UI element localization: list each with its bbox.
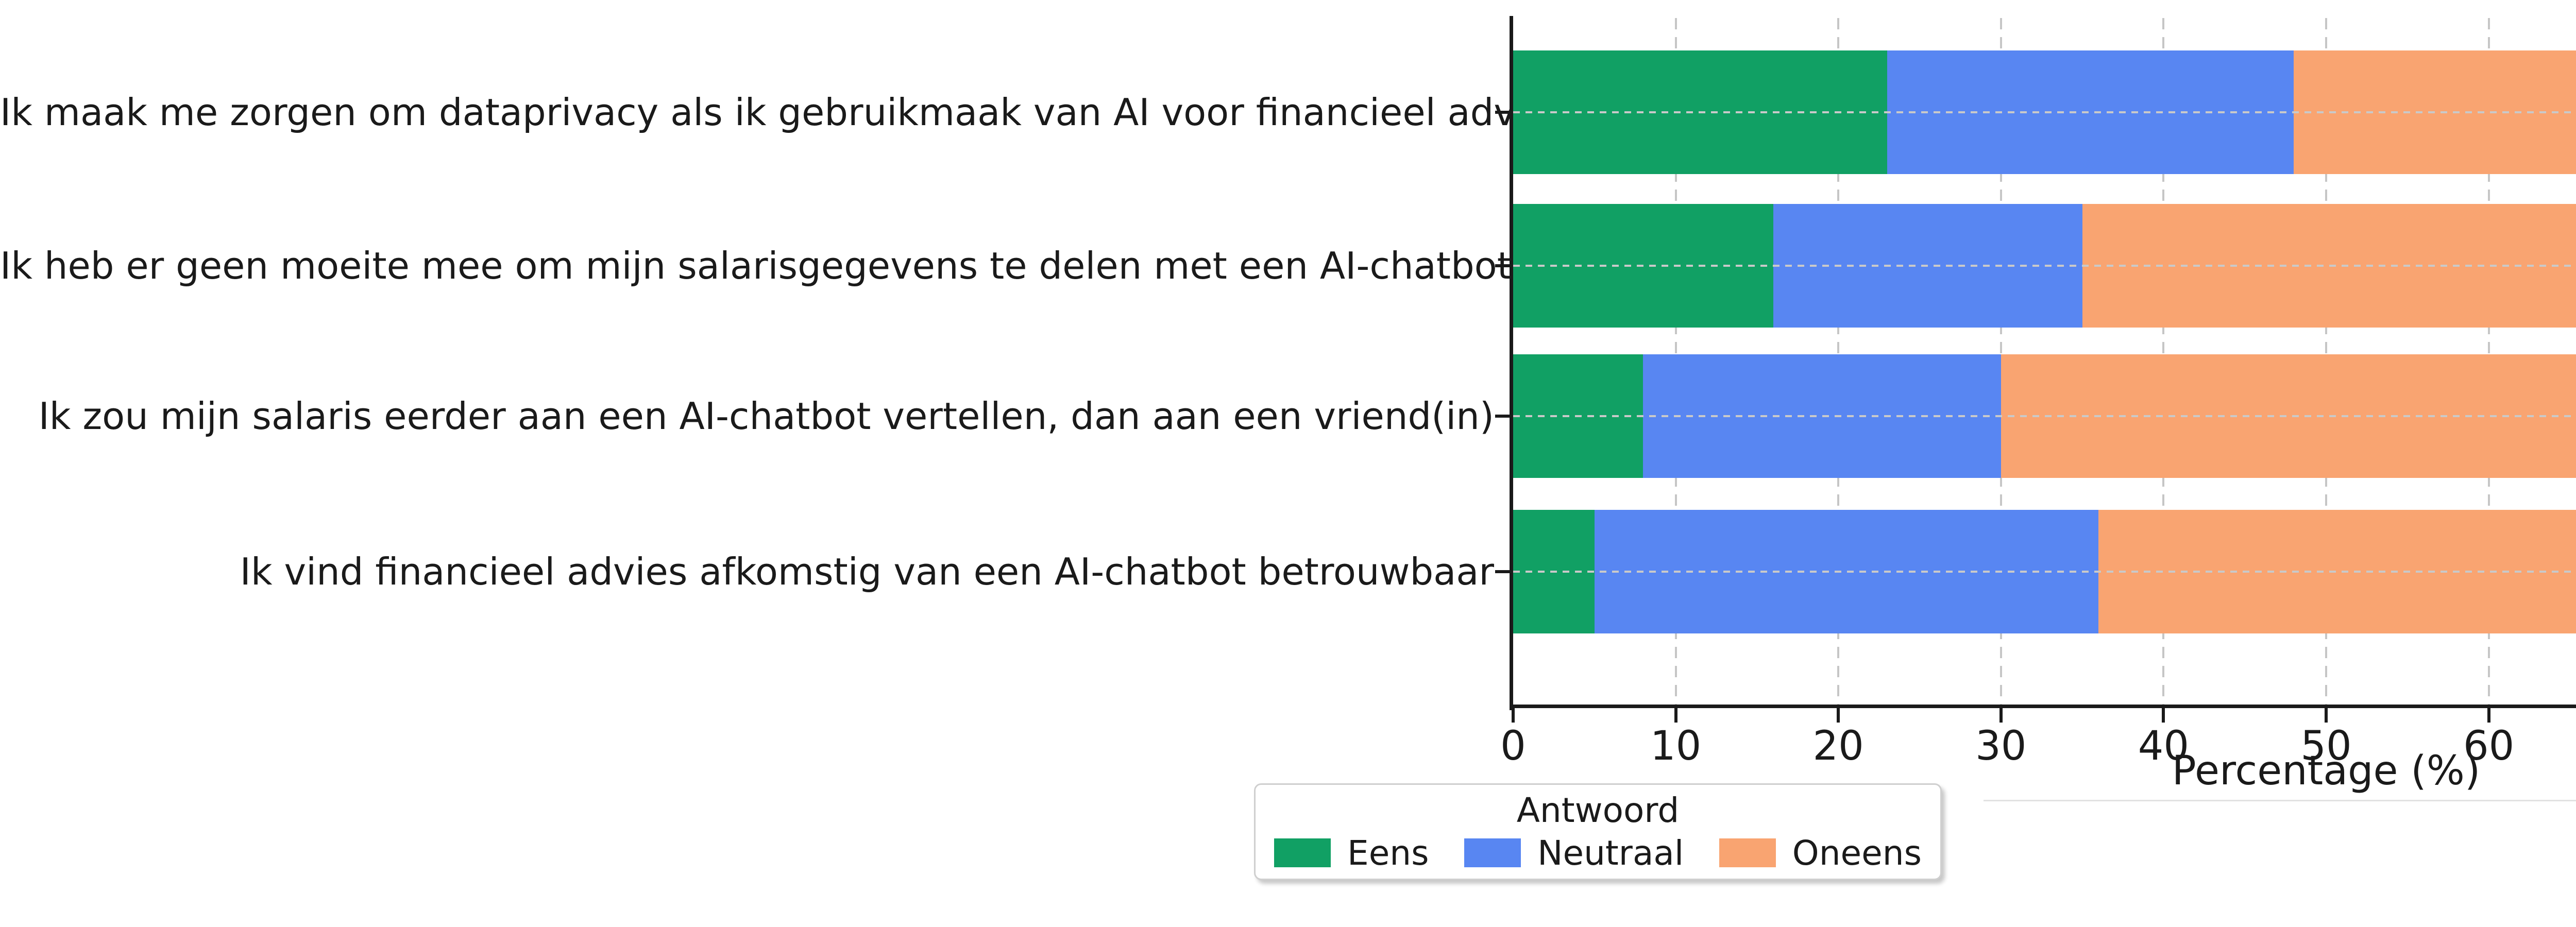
horizontal-gridline xyxy=(1513,415,2576,417)
category-label: Ik maak me zorgen om dataprivacy als ik … xyxy=(0,91,1568,134)
y-tick-mark xyxy=(1495,264,1510,267)
legend-item-eens: Eens xyxy=(1274,833,1429,873)
x-tick-label: 50 xyxy=(2300,723,2352,769)
plot-area xyxy=(1513,18,2576,705)
x-axis-spine xyxy=(1510,705,2576,708)
x-tick-mark xyxy=(1999,708,2003,723)
category-label: Ik heb er geen moeite mee om mijn salari… xyxy=(0,244,1512,287)
x-tick-label: 0 xyxy=(1500,723,1526,769)
legend-swatch xyxy=(1464,838,1521,867)
legend-title: Antwoord xyxy=(1516,791,1680,830)
x-tick-label: 30 xyxy=(1975,723,2027,769)
y-tick-mark xyxy=(1495,415,1510,418)
legend-item-neutraal: Neutraal xyxy=(1464,833,1684,873)
x-tick-mark xyxy=(2325,708,2328,723)
legend-item-oneens: Oneens xyxy=(1719,833,1922,873)
horizontal-gridline xyxy=(1513,265,2576,267)
x-tick-label: 10 xyxy=(1650,723,1702,769)
x-tick-mark xyxy=(1512,708,1515,723)
x-tick-label: 60 xyxy=(2463,723,2515,769)
divider-line xyxy=(1984,800,2576,801)
legend-label: Oneens xyxy=(1792,833,1922,873)
x-tick-label: 70 xyxy=(2574,723,2576,769)
horizontal-gridline xyxy=(1513,571,2576,573)
legend-label: Neutraal xyxy=(1537,833,1684,873)
y-tick-mark xyxy=(1495,111,1510,114)
x-tick-label: 20 xyxy=(1812,723,1864,769)
legend: Antwoord Eens Neutraal Oneens xyxy=(1254,783,1942,880)
category-label: Ik zou mijn salaris eerder aan een AI-ch… xyxy=(38,394,1494,438)
x-tick-mark xyxy=(1674,708,1677,723)
y-tick-mark xyxy=(1495,570,1510,573)
legend-swatch xyxy=(1719,838,1776,867)
x-axis-title: Percentage (%) xyxy=(2172,748,2481,794)
legend-swatch xyxy=(1274,838,1331,867)
legend-items: Eens Neutraal Oneens xyxy=(1256,832,1940,879)
category-label: Ik vind financieel advies afkomstig van … xyxy=(240,550,1494,593)
x-tick-mark xyxy=(2487,708,2490,723)
x-tick-mark xyxy=(2162,708,2165,723)
legend-label: Eens xyxy=(1347,833,1429,873)
y-axis-spine xyxy=(1510,16,1513,710)
x-tick-label: 40 xyxy=(2138,723,2190,769)
x-tick-mark xyxy=(1837,708,1840,723)
horizontal-gridline xyxy=(1513,111,2576,113)
